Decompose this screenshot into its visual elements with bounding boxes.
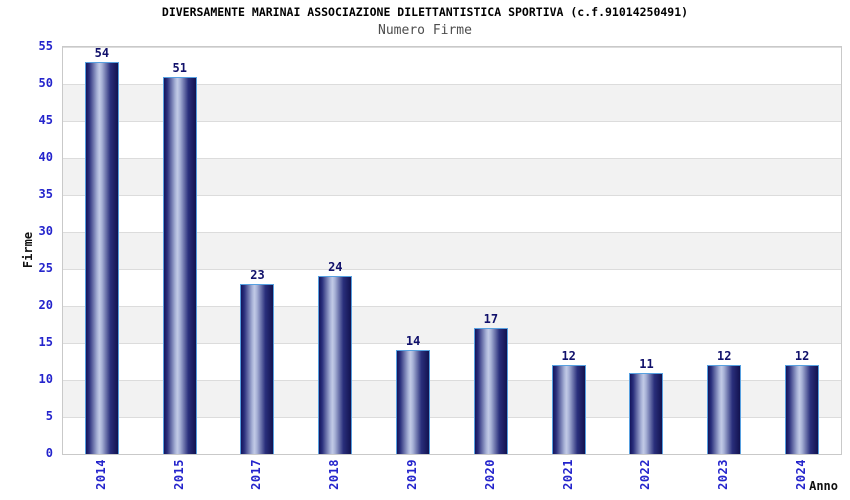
bar [318,276,353,454]
bar-value-label: 17 [483,312,499,327]
bar-value-label: 54 [94,46,110,60]
x-axis: 2014 2015 2017 2018 2019 2020 2021 2022 2023 2024 [62,459,840,500]
bar-group-2018: 24 [296,47,374,454]
bar [396,350,431,454]
x-tick-label: 2024 [794,459,809,490]
bar-value-label: 51 [172,60,187,75]
bar-group-2020: 17 [452,47,530,454]
x-tick-cell: 2023 [684,459,762,500]
x-tick-cell: 2022 [607,459,685,500]
bar-value-label: 12 [794,349,810,364]
x-tick-label: 2022 [638,459,653,490]
y-tick-label: 50 [38,76,53,90]
x-tick-label: 2017 [249,459,264,490]
bar [707,365,742,454]
bar-group-2014: 54 [63,47,141,454]
y-tick-label: 10 [38,372,53,386]
x-tick-label: 2018 [327,459,342,490]
x-tick-cell: 2015 [140,459,218,500]
x-tick-label: 2014 [93,459,108,490]
bar [84,62,119,454]
bar-group-2022: 11 [608,47,686,454]
bars-row: 54 51 23 24 14 17 12 11 12 12 [63,47,841,454]
x-tick-cell: 2018 [295,459,373,500]
bar [240,283,275,454]
x-tick-label: 2023 [716,459,731,490]
bar-value-label: 12 [561,349,576,364]
y-tick-label: 40 [38,150,53,164]
bar-group-2015: 51 [141,47,219,454]
x-tick-label: 2019 [405,459,420,490]
bar [551,365,586,454]
y-axis: 0 5 10 15 20 25 30 35 40 45 50 55 [0,40,53,459]
bar-value-label: 11 [639,356,654,371]
y-tick-label: 25 [38,261,53,275]
y-tick-label: 55 [38,39,53,53]
bar [473,328,508,454]
plot-area: 54 51 23 24 14 17 12 11 12 12 [62,46,842,455]
x-axis-title: Anno [809,479,838,493]
x-tick-label: 2015 [171,459,186,490]
x-tick-cell: 2014 [62,459,140,500]
x-tick-cell: 2019 [373,459,451,500]
bar-value-label: 12 [717,349,732,364]
bar-group-2019: 14 [374,47,452,454]
y-tick-label: 30 [38,224,53,238]
bar-value-label: 14 [405,334,421,349]
chart-subtitle: Numero Firme [378,23,472,38]
y-tick-label: 45 [38,113,53,127]
y-tick-label: 20 [38,298,53,312]
y-tick-label: 0 [45,446,53,460]
y-tick-label: 15 [38,335,53,349]
x-tick-cell: 2021 [529,459,607,500]
x-tick-cell: 2020 [451,459,529,500]
bar-group-2023: 12 [685,47,763,454]
bar-value-label: 23 [250,267,265,282]
y-tick-label: 5 [45,409,53,423]
bar [162,76,197,454]
chart-title: DIVERSAMENTE MARINAI ASSOCIAZIONE DILETT… [161,5,689,19]
bar [785,365,820,454]
y-axis-title: Firme [21,231,35,269]
bar-group-2017: 23 [219,47,297,454]
x-tick-label: 2021 [560,459,575,490]
bar-value-label: 24 [328,260,343,275]
bar-group-2021: 12 [530,47,608,454]
x-tick-cell: 2017 [218,459,296,500]
bar-group-2024: 12 [763,47,841,454]
y-tick-label: 35 [38,187,53,201]
bar [629,372,664,454]
x-tick-label: 2020 [482,459,497,490]
